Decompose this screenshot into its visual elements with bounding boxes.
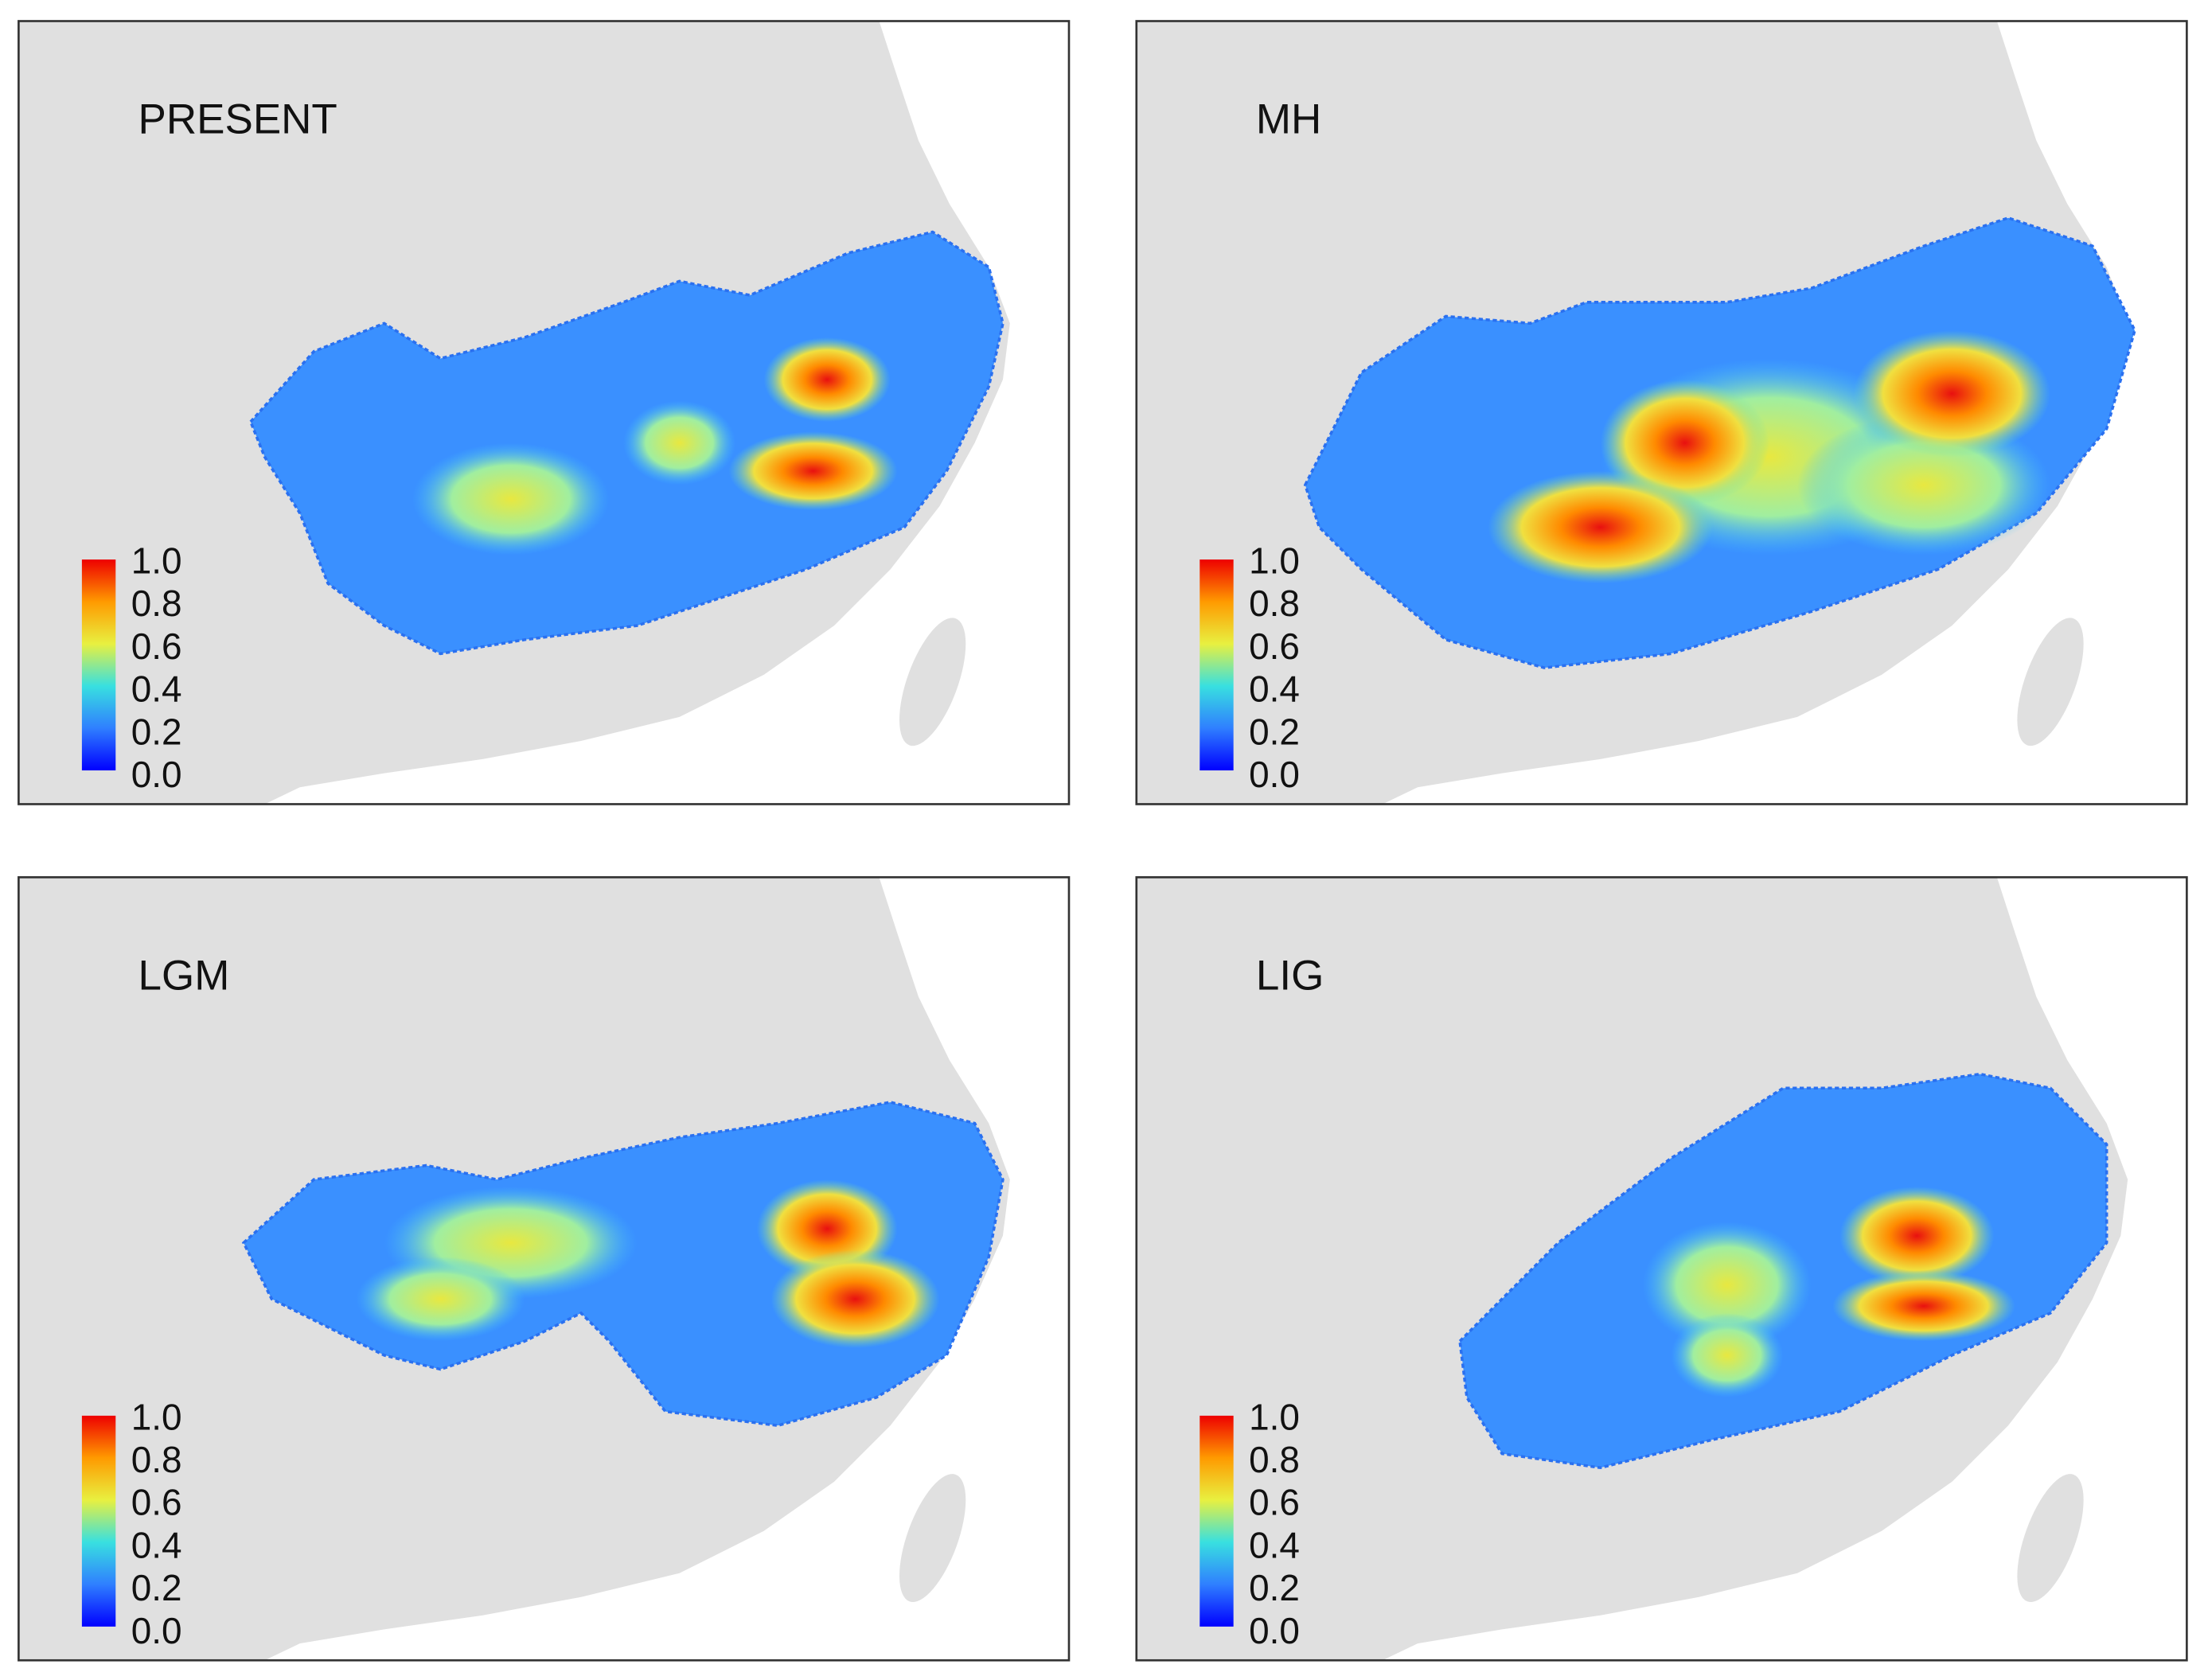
- colorbar-label: 0.6: [1249, 1482, 1300, 1523]
- map-panel: LGM 1.00.80.60.40.20.0: [18, 875, 1071, 1662]
- suitability-high: [1853, 330, 2051, 458]
- suitability-medium: [412, 442, 610, 555]
- panel-title: LGM: [138, 953, 230, 1000]
- suitability-high: [763, 337, 891, 422]
- map-panel: LIG 1.00.80.60.40.20.0: [1135, 875, 2188, 1662]
- colorbar: [1200, 559, 1234, 771]
- colorbar-label: 0.0: [131, 1610, 182, 1651]
- colorbar-label: 0.8: [1249, 583, 1300, 624]
- taiwan: [2017, 1474, 2084, 1602]
- colorbar-label: 0.6: [1249, 626, 1300, 667]
- colorbar-label: 0.4: [131, 668, 182, 710]
- colorbar-label: 0.2: [131, 711, 182, 752]
- panel-title: MH: [1256, 96, 1321, 143]
- colorbar-label: 1.0: [1249, 1396, 1300, 1437]
- colorbar-label: 0.0: [1249, 754, 1300, 795]
- colorbar: [81, 559, 116, 771]
- colorbar-label: 0.0: [131, 754, 182, 795]
- suitability-high: [770, 1249, 940, 1349]
- colorbar-label: 0.6: [131, 1482, 182, 1523]
- suitability-medium: [1642, 1222, 1812, 1349]
- taiwan: [899, 618, 966, 746]
- colorbar-label: 0.4: [131, 1524, 182, 1565]
- colorbar-label: 1.0: [1249, 540, 1300, 582]
- colorbar: [81, 1415, 116, 1627]
- panel-frame: [1135, 20, 2188, 805]
- colorbar-label: 0.4: [1249, 1524, 1300, 1565]
- suitability-high: [1832, 1270, 2015, 1342]
- colorbar-label: 0.2: [131, 1567, 182, 1608]
- colorbar-label: 0.2: [1249, 1567, 1300, 1608]
- colorbar-label: 0.0: [1249, 1610, 1300, 1651]
- taiwan: [899, 1474, 966, 1602]
- colorbar-label: 0.8: [131, 583, 182, 624]
- panel-frame: [18, 875, 1071, 1662]
- map-panel: MH 1.00.80.60.40.20.0: [1135, 20, 2188, 805]
- panel-title: LIG: [1256, 953, 1324, 1000]
- suitability-high: [1839, 1186, 1995, 1285]
- panel-title: PRESENT: [138, 96, 337, 143]
- colorbar-label: 0.6: [131, 626, 182, 667]
- panel-frame: [18, 20, 1071, 805]
- suitability-high: [1600, 379, 1769, 506]
- suitability-medium: [622, 400, 736, 485]
- panel-frame: [1135, 875, 2188, 1662]
- suitability-medium: [356, 1257, 525, 1342]
- suitability-high: [728, 431, 898, 511]
- colorbar-label: 0.8: [1249, 1439, 1300, 1480]
- colorbar-label: 0.4: [1249, 668, 1300, 710]
- colorbar-label: 1.0: [131, 1396, 182, 1437]
- taiwan: [2017, 618, 2084, 746]
- suitability-medium: [1671, 1312, 1784, 1397]
- colorbar-label: 1.0: [131, 540, 182, 582]
- colorbar: [1200, 1415, 1234, 1627]
- colorbar-label: 0.8: [131, 1439, 182, 1480]
- suitability-high: [1488, 470, 1714, 584]
- map-panel: PRESENT 1.00.80.60.40.20.0: [18, 20, 1071, 805]
- colorbar-label: 0.2: [1249, 711, 1300, 752]
